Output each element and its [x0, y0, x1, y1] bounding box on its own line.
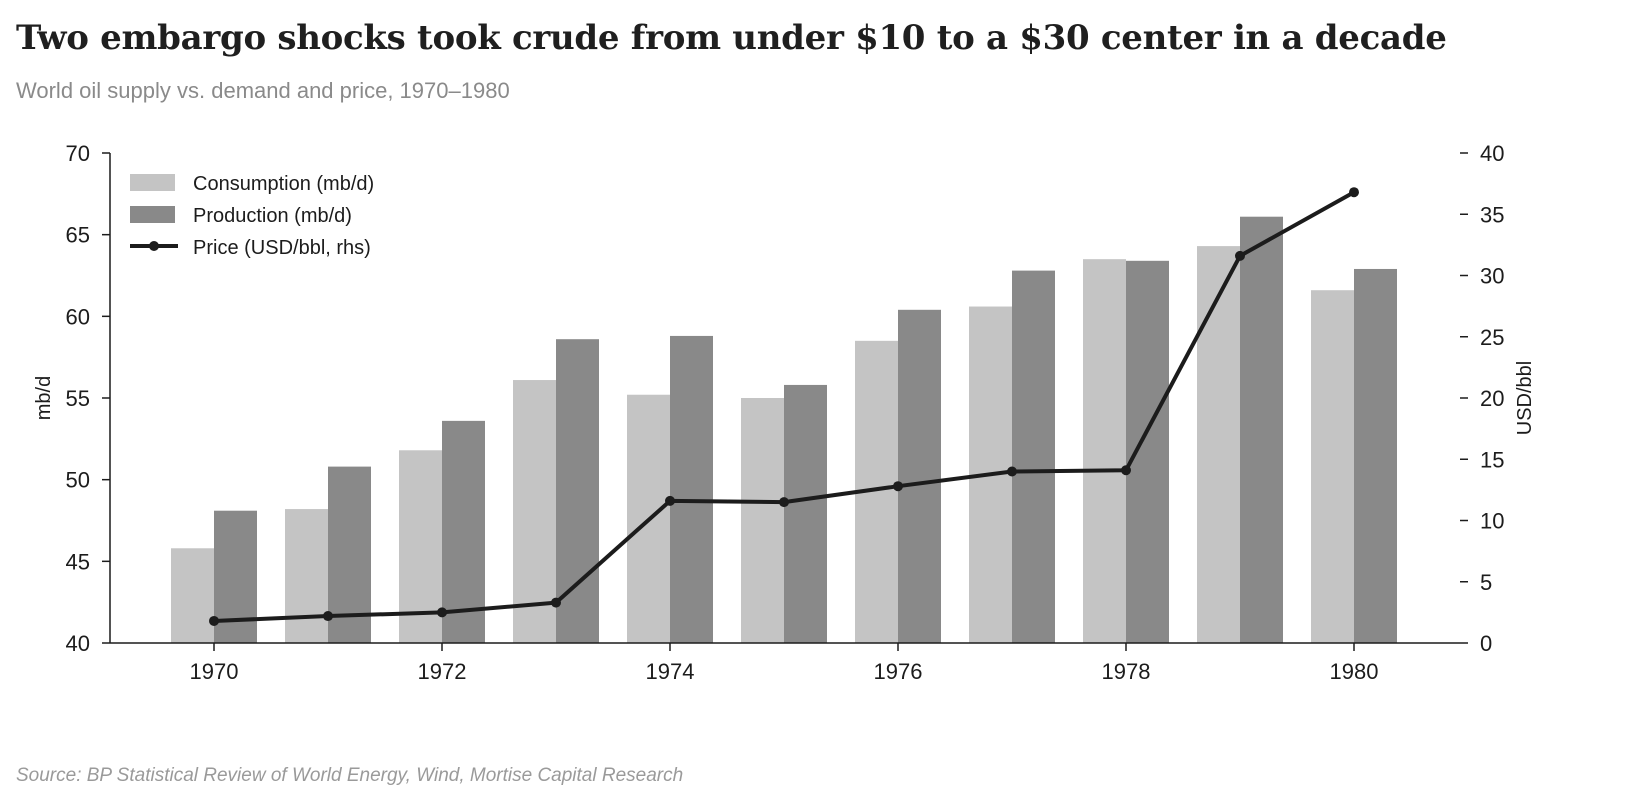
y-tick-label-left-50: 50 [66, 468, 90, 493]
y-tick-label-right-0: 0 [1480, 631, 1492, 656]
price-point-1970 [209, 615, 219, 626]
chart-subtitle: World oil supply vs. demand and price, 1… [16, 78, 510, 103]
bar-consumption-1978 [1083, 259, 1126, 643]
price-point-1977 [1007, 466, 1017, 477]
price-point-1971 [323, 611, 333, 622]
bar-production-1973 [556, 339, 599, 643]
bar-production-1975 [784, 384, 827, 643]
y-tick-label-left-60: 60 [66, 304, 90, 329]
y-tick-label-right-5: 5 [1480, 570, 1492, 595]
bar-production-1978 [1126, 260, 1169, 643]
x-tick-label-1972: 1972 [418, 659, 467, 684]
y-tick-label-right-40: 40 [1480, 141, 1504, 166]
x-tick-label-1978: 1978 [1102, 659, 1151, 684]
y-tick-label-right-25: 25 [1480, 325, 1504, 350]
bar-consumption-1979 [1197, 246, 1240, 643]
bar-consumption-1980 [1311, 290, 1354, 643]
y-axis-title-right: USD/bbl [1514, 361, 1536, 435]
price-point-1972 [437, 607, 447, 618]
bar-production-1970 [214, 510, 257, 643]
bar-consumption-1970 [171, 548, 214, 643]
price-point-1980 [1349, 187, 1359, 198]
bar-production-1974 [670, 335, 713, 643]
bar-production-1976 [898, 309, 941, 643]
x-tick-label-1974: 1974 [646, 659, 695, 684]
source-note: Source: BP Statistical Review of World E… [16, 765, 684, 786]
price-point-1978 [1121, 465, 1131, 476]
x-tick-label-1970: 1970 [190, 659, 239, 684]
price-point-1976 [893, 481, 903, 492]
y-tick-label-right-30: 30 [1480, 264, 1504, 289]
legend-label-consumption: Consumption (mb/d) [193, 173, 374, 195]
legend-label-price: Price (USD/bbl, rhs) [193, 237, 371, 259]
price-point-1974 [665, 495, 675, 506]
y-tick-label-left-70: 70 [66, 141, 90, 166]
price-point-1975 [779, 497, 789, 508]
y-tick-label-left-45: 45 [66, 549, 90, 574]
bar-consumption-1973 [513, 380, 556, 643]
y-tick-label-left-55: 55 [66, 386, 90, 411]
bar-production-1980 [1354, 268, 1397, 643]
y-tick-label-right-10: 10 [1480, 509, 1504, 534]
y-tick-label-left-40: 40 [66, 631, 90, 656]
x-tick-label-1980: 1980 [1330, 659, 1379, 684]
y-axis-title-left: mb/d [33, 376, 55, 420]
y-tick-label-right-35: 35 [1480, 202, 1504, 227]
bar-production-1979 [1240, 216, 1283, 643]
legend-swatch-price-marker [149, 241, 159, 251]
bar-production-1977 [1012, 270, 1055, 643]
y-tick-label-right-20: 20 [1480, 386, 1504, 411]
x-tick-label-1976: 1976 [874, 659, 923, 684]
legend-swatch-consumption [130, 174, 175, 191]
bar-production-1972 [442, 420, 485, 643]
chart-title: Two embargo shocks took crude from under… [16, 18, 1447, 58]
bar-consumption-1971 [285, 509, 328, 643]
bar-consumption-1975 [741, 398, 784, 643]
legend-label-production: Production (mb/d) [193, 205, 352, 227]
y-tick-label-left-65: 65 [66, 223, 90, 248]
y-tick-label-right-15: 15 [1480, 447, 1504, 472]
legend-swatch-production [130, 206, 175, 223]
price-point-1979 [1235, 250, 1245, 261]
price-point-1973 [551, 597, 561, 608]
